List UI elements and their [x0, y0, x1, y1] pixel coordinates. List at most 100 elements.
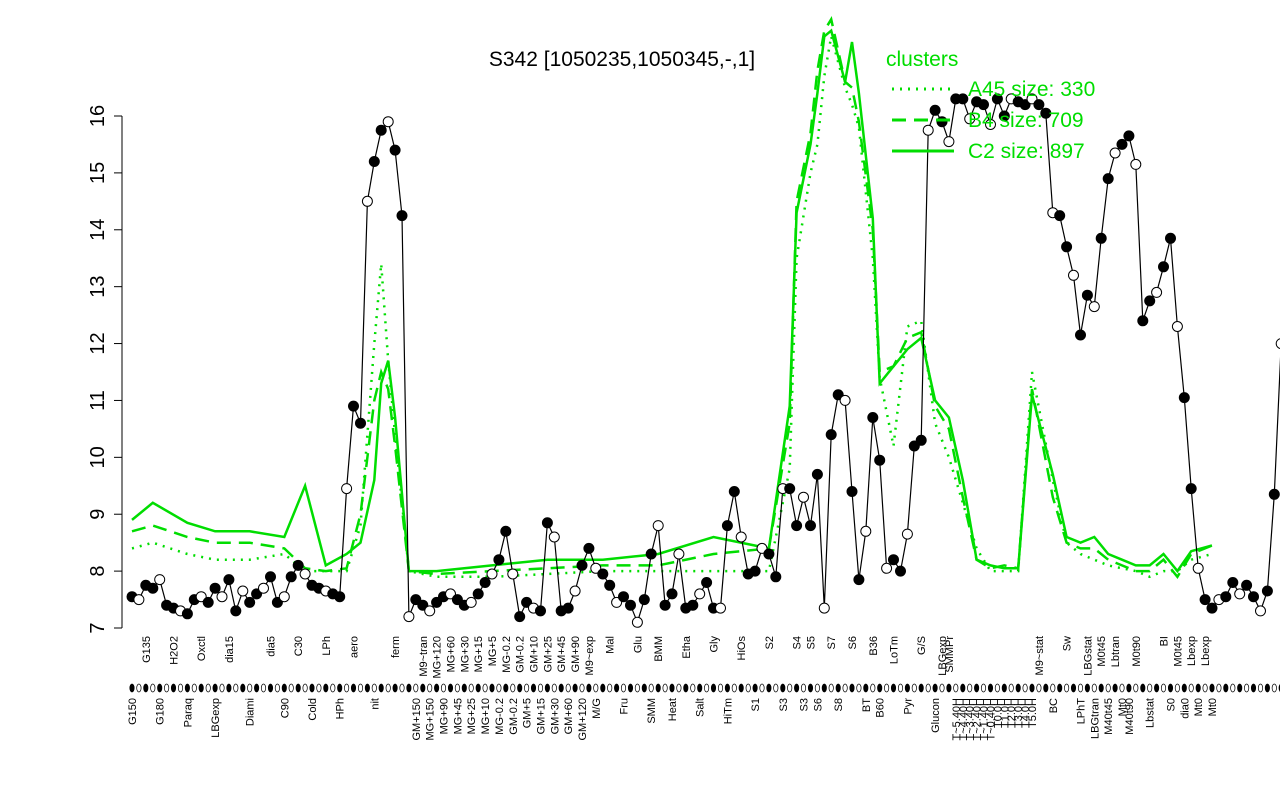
rug-mark	[607, 683, 613, 693]
data-point	[936, 116, 948, 128]
data-point	[348, 400, 359, 412]
data-point	[687, 599, 699, 611]
rug-mark	[980, 683, 987, 693]
x-tick-label: MG+150	[425, 698, 437, 741]
profile-series-group	[126, 93, 1280, 628]
rug-mark	[877, 683, 883, 693]
x-tick-label: T3.0H	[1013, 698, 1025, 728]
legend-title: clusters	[886, 48, 958, 71]
data-point	[514, 611, 526, 623]
x-tick-label: BT	[861, 698, 873, 712]
data-point	[216, 591, 228, 603]
data-point	[1158, 261, 1169, 273]
data-point	[472, 588, 484, 600]
data-point	[493, 554, 505, 566]
x-tick-label: S3	[778, 698, 790, 711]
x-tick-label: S2	[764, 636, 776, 649]
data-point	[1123, 130, 1135, 142]
x-tick-label: BC	[1048, 698, 1060, 713]
rug-mark	[288, 683, 294, 693]
rug-mark	[1230, 683, 1236, 693]
x-tick-label: C30	[293, 636, 305, 656]
x-tick-label: Mal	[605, 636, 617, 654]
x-tick-label: GM-0.2	[508, 698, 520, 735]
rug-mark	[219, 683, 225, 693]
x-tick-label: GM+30	[549, 698, 561, 734]
rug-mark	[267, 683, 274, 693]
rug-mark	[759, 683, 765, 693]
rug-mark	[773, 683, 779, 693]
x-tick-label: Heat	[667, 698, 679, 721]
x-tick-label: T~2.40H	[972, 698, 984, 741]
rug-mark	[157, 683, 163, 693]
data-point	[597, 568, 609, 580]
data-point	[1234, 588, 1246, 600]
rug-mark	[1133, 683, 1139, 693]
x-tick-label: Mt0	[1193, 698, 1205, 716]
data-point	[507, 568, 519, 580]
data-point	[1040, 107, 1052, 119]
x-tick-label: LBGexp	[937, 636, 949, 676]
rug-mark	[669, 683, 675, 693]
x-tick-label: T~5.40H	[951, 698, 963, 741]
x-tick-label: Pyr	[902, 698, 914, 715]
rug-mark	[1098, 683, 1104, 693]
data-point	[1192, 562, 1204, 574]
data-point	[853, 574, 865, 586]
rug-mark	[884, 683, 890, 693]
x-tick-label: Mt0	[1117, 698, 1129, 716]
data-point	[133, 594, 145, 606]
rug-mark	[1105, 683, 1111, 693]
rug-mark	[413, 683, 419, 693]
x-tick-label: LBGstat	[1082, 636, 1094, 676]
rug-mark	[1216, 683, 1222, 693]
rug-mark	[1244, 683, 1250, 693]
rug-mark	[399, 683, 405, 693]
rug-mark	[953, 683, 959, 693]
x-tick-label: S8	[833, 698, 845, 711]
x-tick-label: H2O2	[169, 636, 181, 665]
x-tick-label: Mt0	[1207, 698, 1219, 716]
x-tick-label: S0	[1165, 698, 1177, 711]
rug-mark	[704, 683, 710, 693]
x-tick-label: GM+150	[411, 698, 423, 741]
data-point	[1144, 295, 1156, 307]
data-point	[265, 571, 276, 583]
rug-mark	[427, 683, 433, 693]
rug-mark	[1147, 683, 1153, 693]
rug-mark	[655, 683, 661, 693]
data-point	[368, 156, 380, 167]
x-tick-label: GM+15	[535, 698, 547, 734]
x-tick-label: Etha	[681, 635, 693, 659]
rug-mark	[1043, 683, 1049, 693]
x-tick-label: M0t45	[1172, 636, 1184, 667]
x-tick-label: C90	[279, 698, 291, 718]
rug-mark	[136, 683, 142, 693]
x-tick-label: T~0.40H	[985, 698, 997, 741]
rug-mark	[745, 683, 751, 693]
data-point	[382, 116, 394, 128]
rug-mark	[641, 683, 647, 693]
x-tick-label: HiOs	[736, 636, 748, 661]
data-point	[1261, 585, 1273, 597]
rug-mark	[1264, 683, 1270, 693]
x-tick-label: T1.0H	[999, 698, 1011, 728]
x-tick-label: LBGtran	[1089, 698, 1101, 739]
data-point	[929, 104, 941, 116]
x-tick-label: M0t90	[1131, 636, 1143, 667]
x-tick-label: Glu	[632, 636, 644, 653]
data-point	[147, 582, 159, 594]
data-point	[867, 412, 879, 423]
data-point	[631, 616, 643, 628]
chart-title: S342 [1050235,1050345,-,1]	[489, 48, 755, 71]
rug-mark	[766, 683, 772, 693]
rug-mark	[420, 683, 426, 693]
x-tick-label: B36	[868, 636, 880, 656]
data-point	[1199, 594, 1211, 606]
data-point	[998, 110, 1010, 122]
x-tick-labels-group: G150 G135 G180 H2O2 Paraq Oxctl LBGexp dia15 Dia…	[127, 635, 1280, 741]
x-tick-label: HPh	[335, 698, 347, 719]
rug-mark	[600, 683, 606, 693]
rug-mark	[1029, 683, 1035, 693]
rug-mark	[1237, 683, 1243, 693]
